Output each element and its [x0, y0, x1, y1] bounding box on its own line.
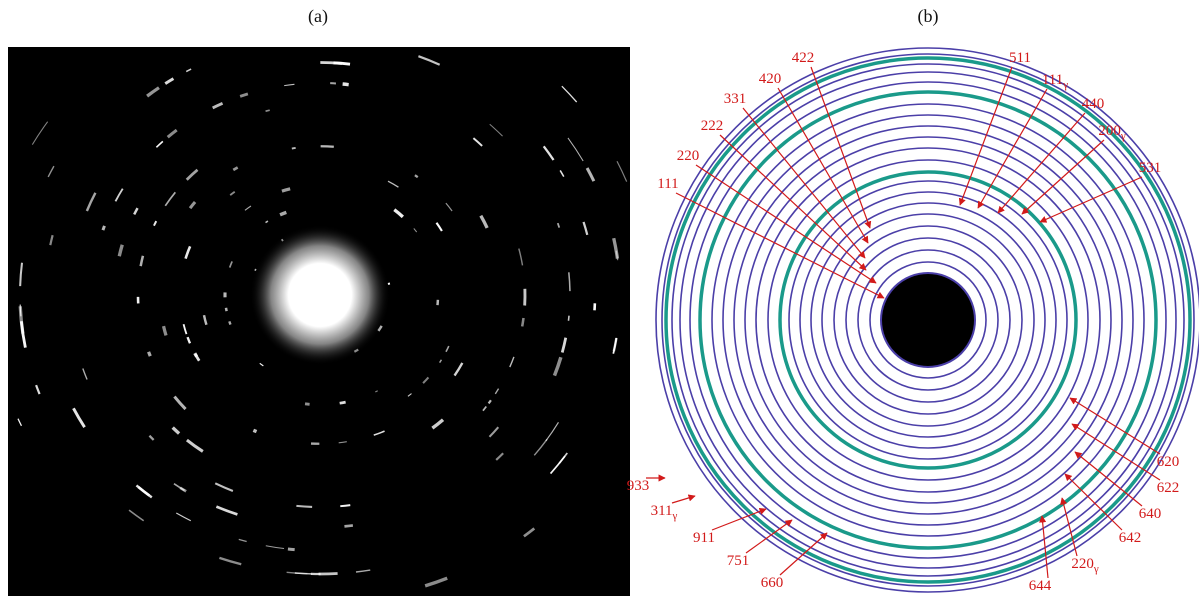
label-index: 331 — [724, 91, 747, 107]
label-index: 440 — [1082, 96, 1105, 112]
leader-arrow — [746, 520, 792, 553]
label-index: 200 — [1098, 123, 1121, 139]
leader-arrow — [778, 88, 868, 243]
panel-caption: (b) — [918, 6, 939, 27]
label-phase: γ — [1093, 563, 1099, 575]
spot — [280, 212, 286, 214]
ring-label: 220 — [677, 148, 700, 164]
spot — [320, 63, 342, 64]
label-index: 511 — [1009, 50, 1031, 66]
spot — [229, 321, 230, 324]
label-index: 220 — [1071, 556, 1094, 572]
ring-label: 620 — [1157, 454, 1180, 470]
ring-label: 933 — [627, 478, 650, 494]
spot — [340, 402, 346, 403]
spot — [226, 308, 227, 311]
label-index: 620 — [1157, 454, 1180, 470]
ring-label: 511 — [1009, 50, 1031, 66]
ring-label: 111 — [657, 176, 678, 192]
label-index: 933 — [627, 478, 650, 494]
ring-label: 111γ — [1042, 72, 1068, 91]
leader-arrow — [1070, 398, 1160, 454]
label-index: 642 — [1119, 530, 1142, 546]
ring-label: 751 — [727, 553, 750, 569]
ring-label: 222 — [701, 118, 724, 134]
ring-label: 644 — [1029, 578, 1052, 594]
spot — [266, 110, 270, 111]
ring-label: 311γ — [651, 503, 678, 522]
ring-label: 660 — [761, 575, 784, 591]
spot — [288, 549, 295, 550]
ring-label: 911 — [693, 530, 715, 546]
spot — [321, 146, 334, 147]
spot — [149, 352, 151, 356]
label-index: 311 — [651, 503, 673, 519]
spot — [415, 175, 418, 177]
leader-arrow — [672, 496, 695, 503]
ring-label: 622 — [1157, 480, 1180, 496]
ring-label: 640 — [1139, 506, 1162, 522]
label-index: 220 — [677, 148, 700, 164]
spot — [253, 430, 256, 431]
label-index: 111 — [657, 176, 678, 192]
ring-label: 220γ — [1071, 556, 1099, 575]
label-index: 911 — [693, 530, 715, 546]
leader-arrow — [998, 113, 1085, 213]
spot — [296, 506, 312, 507]
ring-label: 420 — [759, 71, 782, 87]
label-index: 531 — [1139, 160, 1162, 176]
label-index: 644 — [1029, 578, 1052, 594]
label-index: 420 — [759, 71, 782, 87]
label-index: 422 — [792, 50, 815, 66]
spot — [522, 318, 523, 326]
label-index: 222 — [701, 118, 724, 134]
ring-label: 200γ — [1098, 123, 1126, 142]
ring-label: 642 — [1119, 530, 1142, 546]
spot — [344, 525, 352, 526]
spot — [340, 505, 350, 506]
label-index: 111 — [1042, 72, 1063, 88]
central-disk — [881, 273, 975, 367]
label-phase: γ — [672, 510, 678, 522]
panel-caption: (a) — [308, 6, 328, 27]
spot — [103, 226, 105, 230]
label-index: 622 — [1157, 480, 1180, 496]
ring-label: 331 — [724, 91, 747, 107]
label-index: 640 — [1139, 506, 1162, 522]
figure: (a) (b) 422420331222220111511111γ440200γ… — [0, 0, 1199, 596]
spot — [568, 316, 569, 321]
spot — [292, 148, 296, 149]
central-beam — [250, 225, 390, 365]
label-phase: γ — [1120, 130, 1126, 142]
label-index: 751 — [727, 553, 750, 569]
ring-label: 531 — [1139, 160, 1162, 176]
ring-label: 422 — [792, 50, 815, 66]
spot — [343, 84, 349, 85]
label-phase: γ — [1062, 79, 1068, 91]
ring-label: 440 — [1082, 96, 1105, 112]
label-index: 660 — [761, 575, 784, 591]
